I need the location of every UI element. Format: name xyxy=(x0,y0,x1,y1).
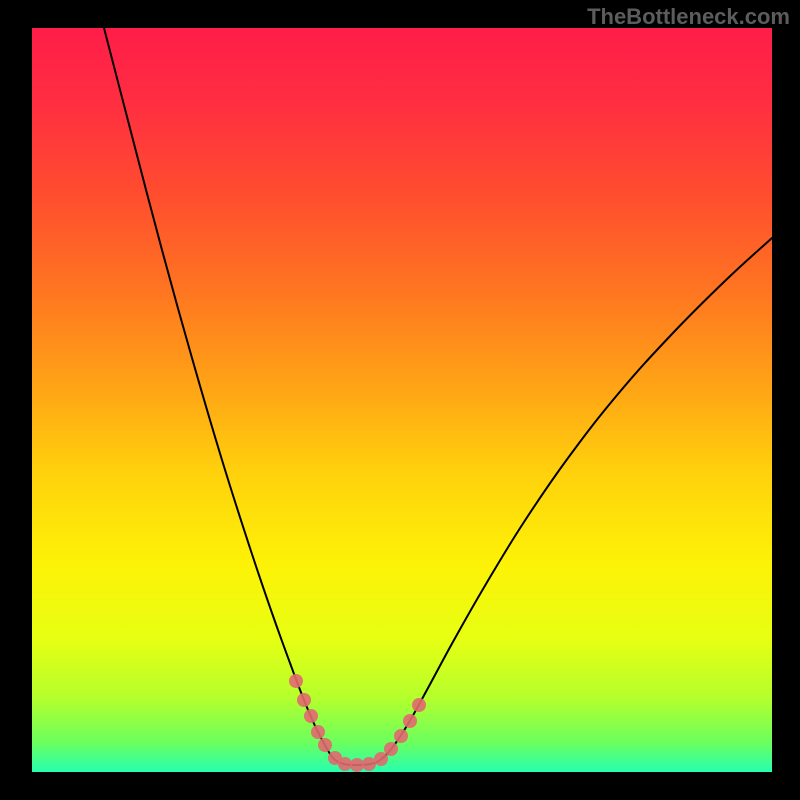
curve-marker xyxy=(297,693,311,707)
curve-marker xyxy=(412,698,426,712)
marker-group xyxy=(289,674,426,772)
watermark-text: TheBottleneck.com xyxy=(587,4,790,30)
curve-marker xyxy=(304,709,318,723)
curve-marker xyxy=(289,674,303,688)
curve-marker xyxy=(318,738,332,752)
curve-marker xyxy=(338,757,352,771)
curve-layer xyxy=(32,28,772,772)
curve-marker xyxy=(311,725,325,739)
curve-marker xyxy=(362,757,376,771)
plot-area xyxy=(32,28,772,772)
curve-marker xyxy=(403,714,417,728)
curve-marker xyxy=(350,758,364,772)
bottleneck-curve xyxy=(104,28,772,765)
curve-marker xyxy=(384,742,398,756)
curve-marker xyxy=(394,729,408,743)
curve-marker xyxy=(374,752,388,766)
